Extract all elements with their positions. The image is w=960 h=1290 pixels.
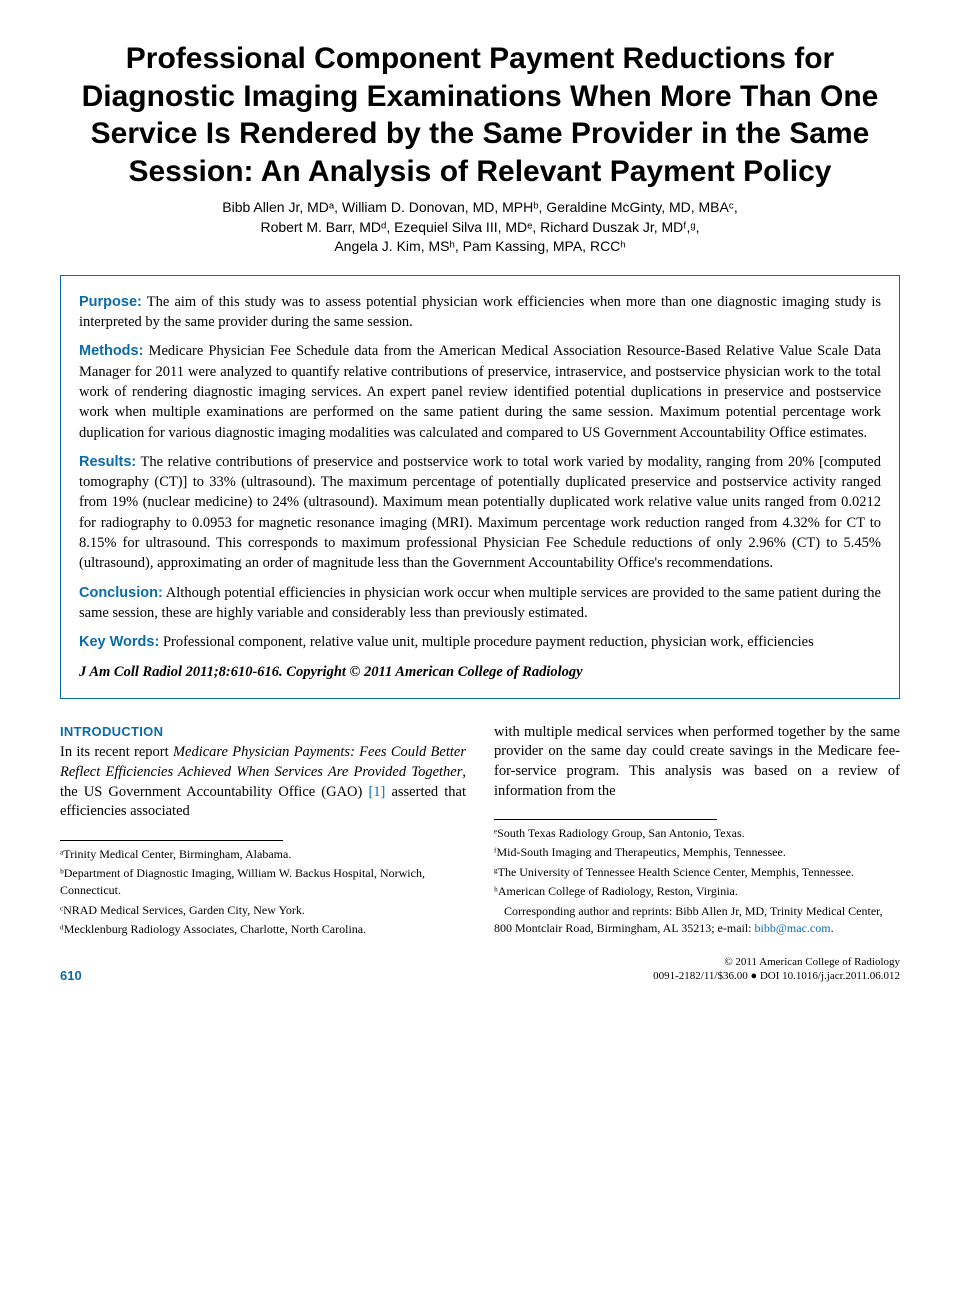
page-footer: 610 © 2011 American College of Radiology…	[60, 955, 900, 984]
introduction-heading: INTRODUCTION	[60, 723, 466, 741]
affiliation-f: ᶠMid-South Imaging and Therapeutics, Mem…	[494, 844, 900, 861]
abstract-methods: Methods: Medicare Physician Fee Schedule…	[79, 341, 881, 442]
authors-block: Bibb Allen Jr, MDᵃ, William D. Donovan, …	[60, 198, 900, 257]
conclusion-label: Conclusion:	[79, 585, 163, 601]
footnote-rule-right	[494, 819, 717, 820]
footnote-rule-left	[60, 840, 283, 841]
authors-line-3: Angela J. Kim, MSʰ, Pam Kassing, MPA, RC…	[60, 237, 900, 257]
affiliation-b: ᵇDepartment of Diagnostic Imaging, Willi…	[60, 865, 466, 900]
body-columns: INTRODUCTION In its recent report Medica…	[60, 723, 900, 941]
purpose-label: Purpose:	[79, 294, 142, 310]
keywords-label: Key Words:	[79, 634, 159, 650]
copyright-line: © 2011 American College of Radiology	[653, 955, 900, 969]
article-title: Professional Component Payment Reduction…	[60, 40, 900, 190]
authors-line-1: Bibb Allen Jr, MDᵃ, William D. Donovan, …	[60, 198, 900, 218]
journal-citation: J Am Coll Radiol 2011;8:610-616. Copyrig…	[79, 662, 881, 682]
copyright-block: © 2011 American College of Radiology 009…	[653, 955, 900, 984]
abstract-keywords: Key Words: Professional component, relat…	[79, 632, 881, 652]
results-text: The relative contributions of preservice…	[79, 454, 881, 571]
intro-pre: In its recent report	[60, 744, 173, 760]
abstract-conclusion: Conclusion: Although potential efficienc…	[79, 583, 881, 624]
reference-link-1[interactable]: [1]	[368, 784, 385, 800]
corresponding-email-link[interactable]: bibb@mac.com	[755, 921, 831, 935]
methods-label: Methods:	[79, 343, 143, 359]
authors-line-2: Robert M. Barr, MDᵈ, Ezequiel Silva III,…	[60, 218, 900, 238]
abstract-results: Results: The relative contributions of p…	[79, 452, 881, 574]
page-number: 610	[60, 968, 82, 983]
intro-paragraph-right: with multiple medical services when perf…	[494, 723, 900, 801]
abstract-purpose: Purpose: The aim of this study was to as…	[79, 292, 881, 333]
affiliation-g: ᵍThe University of Tennessee Health Scie…	[494, 864, 900, 881]
column-left: INTRODUCTION In its recent report Medica…	[60, 723, 466, 941]
affiliation-a: ᵃTrinity Medical Center, Birmingham, Ala…	[60, 846, 466, 863]
results-label: Results:	[79, 454, 136, 470]
corresponding-author: Corresponding author and reprints: Bibb …	[494, 903, 900, 938]
affiliation-h: ʰAmerican College of Radiology, Reston, …	[494, 883, 900, 900]
affiliations-right: ᵉSouth Texas Radiology Group, San Antoni…	[494, 825, 900, 937]
keywords-text: Professional component, relative value u…	[159, 634, 813, 650]
affiliation-d: ᵈMecklenburg Radiology Associates, Charl…	[60, 921, 466, 938]
column-right: with multiple medical services when perf…	[494, 723, 900, 941]
affiliation-e: ᵉSouth Texas Radiology Group, San Antoni…	[494, 825, 900, 842]
intro-paragraph-left: In its recent report Medicare Physician …	[60, 743, 466, 821]
purpose-text: The aim of this study was to assess pote…	[79, 294, 881, 330]
affiliations-left: ᵃTrinity Medical Center, Birmingham, Ala…	[60, 846, 466, 939]
issn-doi-line: 0091-2182/11/$36.00 ● DOI 10.1016/j.jacr…	[653, 969, 900, 983]
corr-post: .	[831, 921, 834, 935]
methods-text: Medicare Physician Fee Schedule data fro…	[79, 343, 881, 440]
affiliation-c: ᶜNRAD Medical Services, Garden City, New…	[60, 902, 466, 919]
conclusion-text: Although potential efficiencies in physi…	[79, 585, 881, 621]
abstract-box: Purpose: The aim of this study was to as…	[60, 275, 900, 699]
